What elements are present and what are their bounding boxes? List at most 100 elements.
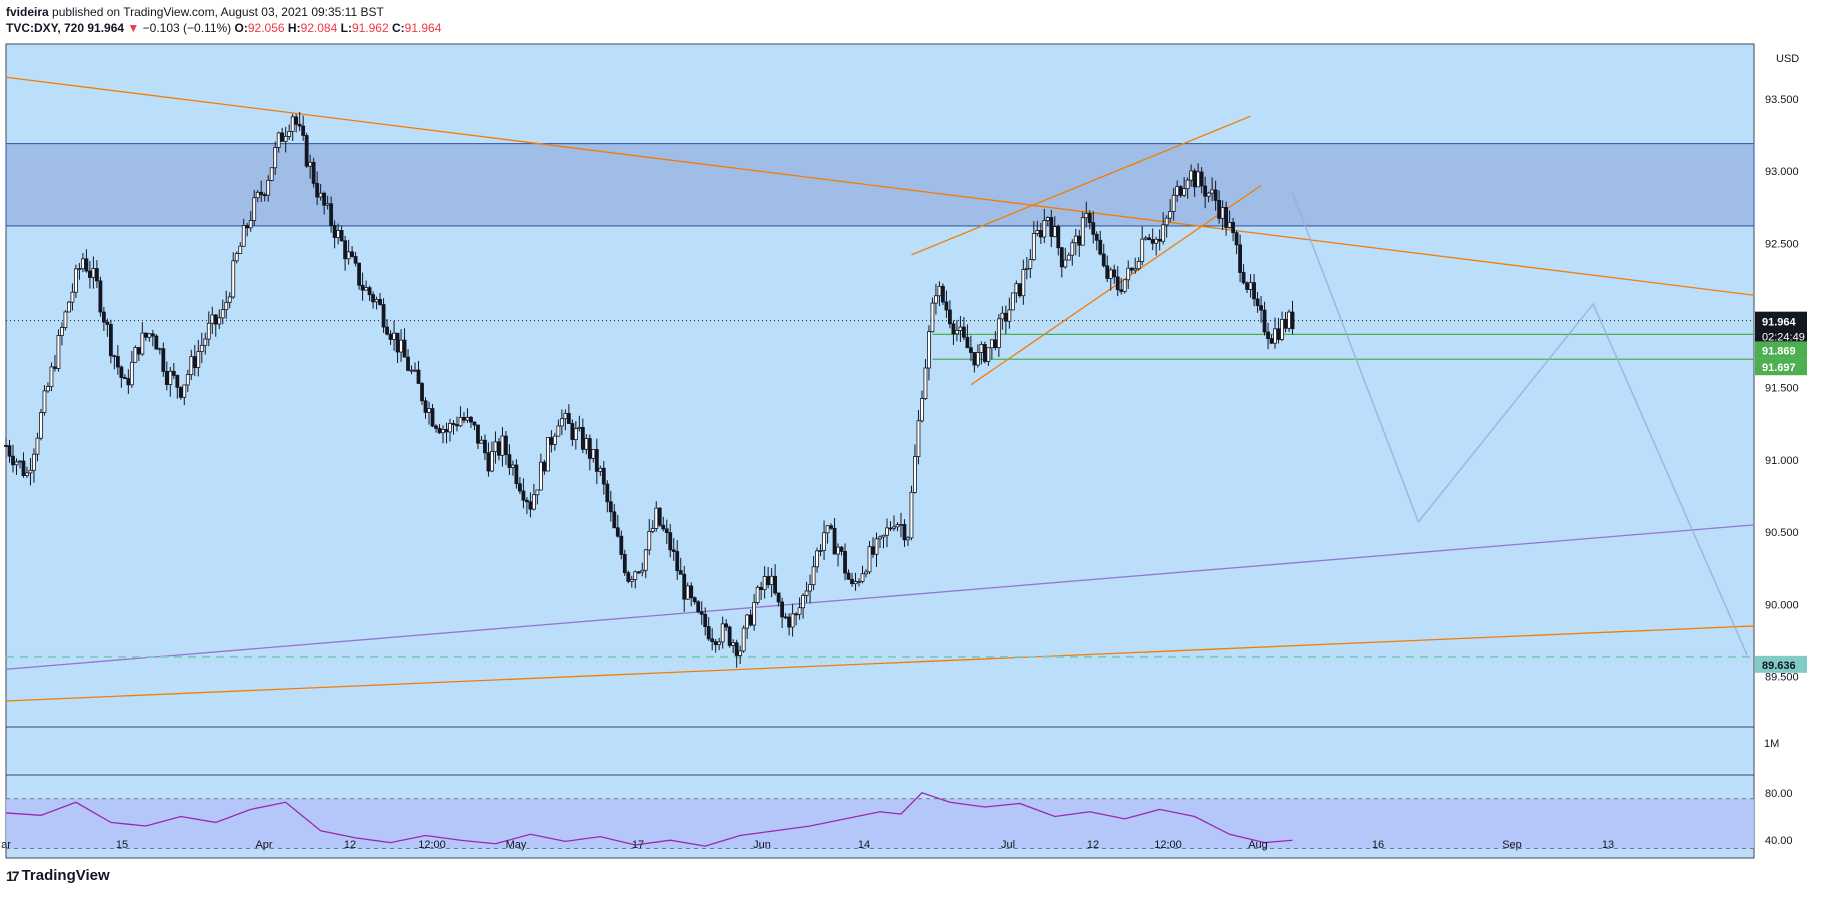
candle[interactable] <box>563 409 568 431</box>
candle[interactable] <box>839 545 844 556</box>
candle[interactable] <box>657 507 662 527</box>
candle[interactable] <box>88 261 92 289</box>
candle[interactable] <box>885 518 889 548</box>
candle[interactable] <box>605 480 610 513</box>
candle[interactable] <box>161 342 166 377</box>
candle[interactable] <box>451 420 456 435</box>
candle[interactable] <box>556 419 561 437</box>
candle[interactable] <box>105 318 110 337</box>
candle[interactable] <box>164 361 169 391</box>
candle[interactable] <box>70 283 75 311</box>
candle[interactable] <box>94 260 99 289</box>
candle[interactable] <box>552 432 557 451</box>
candle[interactable] <box>832 518 837 555</box>
candle[interactable] <box>661 516 666 532</box>
candle[interactable] <box>881 534 886 549</box>
candle[interactable] <box>573 421 578 450</box>
candle[interactable] <box>1213 180 1218 211</box>
candle[interactable] <box>731 639 736 654</box>
projection-path[interactable] <box>1291 192 1748 656</box>
candle[interactable] <box>790 603 795 637</box>
candle[interactable] <box>147 332 152 342</box>
candle[interactable] <box>357 262 361 290</box>
candle[interactable] <box>1105 255 1110 282</box>
candle[interactable] <box>213 313 218 337</box>
candle[interactable] <box>899 512 903 538</box>
candle[interactable] <box>745 613 750 639</box>
candle[interactable] <box>1150 228 1155 251</box>
candle[interactable] <box>217 309 222 330</box>
candle[interactable] <box>1017 283 1022 298</box>
candle[interactable] <box>577 415 582 432</box>
candle[interactable] <box>1052 216 1057 238</box>
downtrend-line[interactable] <box>5 76 1755 296</box>
candle[interactable] <box>678 557 683 575</box>
candle[interactable] <box>913 444 917 494</box>
candle[interactable] <box>150 329 155 347</box>
candle[interactable] <box>53 354 57 372</box>
candle[interactable] <box>528 492 533 518</box>
candle[interactable] <box>1234 230 1239 255</box>
candle[interactable] <box>776 592 781 607</box>
candle[interactable] <box>762 566 767 599</box>
candle[interactable] <box>420 381 424 406</box>
candle[interactable] <box>892 515 896 532</box>
candle[interactable] <box>283 126 288 153</box>
candle[interactable] <box>115 345 120 375</box>
candle[interactable] <box>521 478 526 509</box>
candle[interactable] <box>1175 180 1180 202</box>
candle[interactable] <box>615 514 620 538</box>
candle[interactable] <box>1091 211 1096 244</box>
candle[interactable] <box>1003 305 1008 335</box>
candle[interactable] <box>1161 212 1166 245</box>
candle[interactable] <box>518 476 522 495</box>
candle[interactable] <box>955 319 959 342</box>
candle[interactable] <box>780 597 785 629</box>
candle[interactable] <box>874 532 879 568</box>
candle[interactable] <box>507 444 512 475</box>
candle[interactable] <box>1108 267 1113 291</box>
candle[interactable] <box>409 365 414 375</box>
candle[interactable] <box>500 427 505 467</box>
candle[interactable] <box>622 549 627 576</box>
candle[interactable] <box>448 418 452 442</box>
candle[interactable] <box>1241 264 1246 285</box>
candle[interactable] <box>297 112 302 132</box>
candle[interactable] <box>203 332 208 355</box>
candle[interactable] <box>465 408 470 423</box>
candle[interactable] <box>608 490 613 522</box>
candle[interactable] <box>126 369 131 394</box>
candle[interactable] <box>479 436 484 444</box>
candle[interactable] <box>982 341 987 364</box>
candle[interactable] <box>462 412 466 424</box>
candle[interactable] <box>853 572 858 591</box>
candle[interactable] <box>888 521 893 532</box>
candle[interactable] <box>1157 229 1162 251</box>
candle[interactable] <box>923 359 928 401</box>
candle[interactable] <box>633 570 638 589</box>
candle[interactable] <box>392 320 396 351</box>
candle[interactable] <box>1164 215 1169 238</box>
candle[interactable] <box>255 190 260 203</box>
candle[interactable] <box>472 421 477 431</box>
candle[interactable] <box>276 131 281 153</box>
candle[interactable] <box>1038 222 1043 244</box>
candle[interactable] <box>850 572 854 587</box>
candle[interactable] <box>119 365 124 388</box>
candle[interactable] <box>423 397 428 419</box>
candle[interactable] <box>930 297 935 333</box>
candle[interactable] <box>724 619 729 631</box>
candle[interactable] <box>1101 243 1106 268</box>
candle[interactable] <box>4 438 8 448</box>
candle[interactable] <box>360 272 365 301</box>
candle[interactable] <box>685 582 690 600</box>
candle[interactable] <box>469 415 473 428</box>
candle[interactable] <box>787 613 792 636</box>
candle[interactable] <box>1147 233 1152 241</box>
candle[interactable] <box>227 292 232 309</box>
candle[interactable] <box>993 331 998 351</box>
candle[interactable] <box>269 167 274 182</box>
candle[interactable] <box>371 291 375 309</box>
candle[interactable] <box>129 351 134 388</box>
candle[interactable] <box>280 127 285 142</box>
